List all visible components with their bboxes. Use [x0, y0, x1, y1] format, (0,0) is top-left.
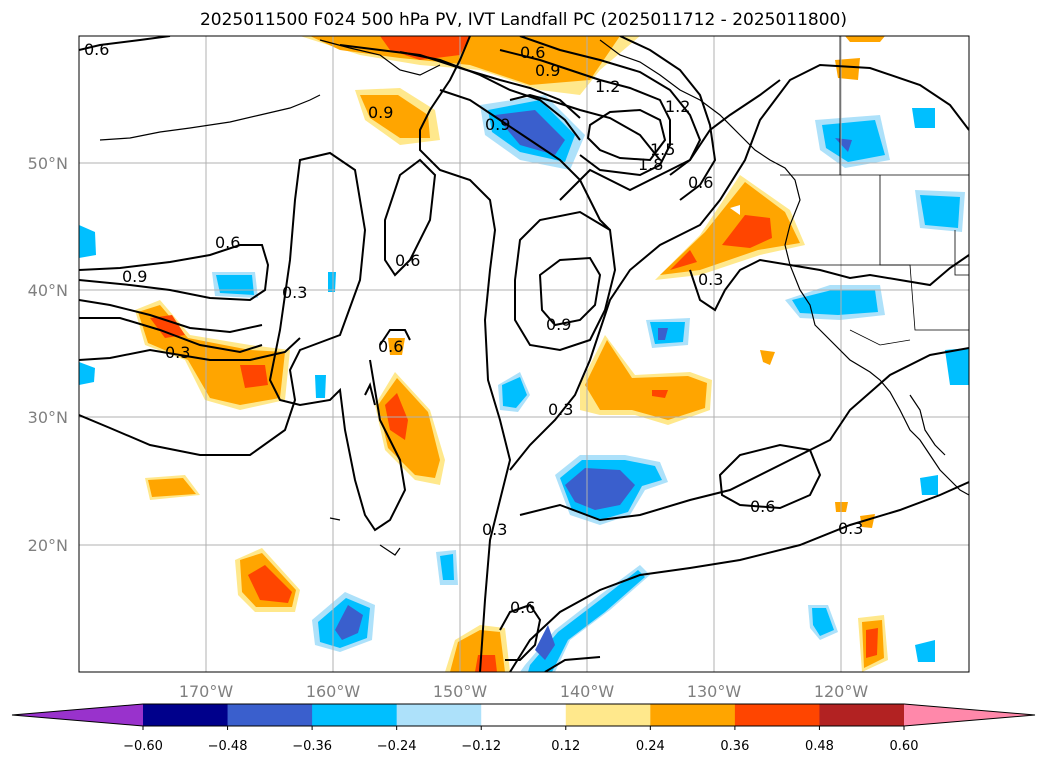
- svg-text:0.6: 0.6: [750, 497, 775, 516]
- svg-text:40°N: 40°N: [28, 281, 68, 300]
- colorbar: −0.60 −0.48 −0.36 −0.24 −0.12 0.12 0.24 0.36 0.4…: [11, 703, 1036, 754]
- colorbar-tick-label: 0.24: [636, 739, 665, 754]
- svg-text:0.6: 0.6: [215, 233, 240, 252]
- colorbar-segment: [734, 704, 820, 726]
- svg-text:120°W: 120°W: [814, 682, 869, 701]
- svg-text:0.6: 0.6: [84, 40, 109, 59]
- svg-text:130°W: 130°W: [687, 682, 742, 701]
- svg-text:140°W: 140°W: [560, 682, 615, 701]
- svg-text:0.6: 0.6: [378, 337, 403, 356]
- colorbar-tick-label: −0.12: [461, 739, 501, 754]
- colorbar-tick-label: 0.60: [890, 739, 919, 754]
- colorbar-tick-label: 0.48: [805, 739, 834, 754]
- svg-text:0.9: 0.9: [368, 103, 393, 122]
- svg-text:0.3: 0.3: [482, 520, 507, 539]
- svg-text:0.6: 0.6: [520, 43, 545, 62]
- svg-text:0.6: 0.6: [688, 173, 713, 192]
- latitude-labels: 50°N 40°N 30°N 20°N: [28, 154, 68, 555]
- svg-text:0.9: 0.9: [122, 267, 147, 286]
- svg-text:0.3: 0.3: [838, 519, 863, 538]
- map-title: 2025011500 F024 500 hPa PV, IVT Landfall…: [199, 10, 847, 30]
- svg-text:0.6: 0.6: [395, 251, 420, 270]
- colorbar-segment: [227, 704, 313, 726]
- svg-text:20°N: 20°N: [28, 536, 68, 555]
- colorbar-segment: [312, 704, 398, 726]
- colorbar-segment: [396, 704, 482, 726]
- colorbar-segment: [650, 704, 736, 726]
- colorbar-extend-high: [904, 704, 1035, 726]
- svg-text:0.3: 0.3: [698, 270, 723, 289]
- colorbar-segment: [819, 704, 905, 726]
- graticule: [79, 36, 969, 672]
- svg-text:0.3: 0.3: [282, 283, 307, 302]
- colorbar-tick-label: 0.12: [551, 739, 580, 754]
- contour-labels: 0.6 0.9 0.3 0.6 0.9 1.2 0.6 0.9 0.6 0.3 …: [84, 40, 863, 617]
- colorbar-tick-label: 0.36: [720, 739, 749, 754]
- colorbar-segment: [143, 704, 229, 726]
- svg-text:170°W: 170°W: [179, 682, 234, 701]
- colorbar-segment: [481, 704, 567, 726]
- svg-text:30°N: 30°N: [28, 408, 68, 427]
- colorbar-segment: [565, 704, 651, 726]
- longitude-labels: 170°W 160°W 150°W 140°W 130°W 120°W: [179, 682, 869, 701]
- svg-text:0.3: 0.3: [165, 343, 190, 362]
- pv-contours: [79, 36, 969, 672]
- map-frame: [78, 35, 970, 673]
- svg-text:1.2: 1.2: [595, 77, 620, 96]
- borders: [780, 36, 969, 346]
- svg-text:0.9: 0.9: [535, 61, 560, 80]
- svg-text:0.9: 0.9: [546, 315, 571, 334]
- svg-text:1.5: 1.5: [650, 140, 675, 159]
- svg-text:1.2: 1.2: [665, 97, 690, 116]
- svg-text:150°W: 150°W: [433, 682, 488, 701]
- colorbar-tick-label: −0.60: [123, 739, 163, 754]
- svg-text:0.6: 0.6: [510, 598, 535, 617]
- svg-text:1.8: 1.8: [638, 155, 663, 174]
- svg-text:0.9: 0.9: [485, 115, 510, 134]
- svg-text:0.3: 0.3: [548, 400, 573, 419]
- colorbar-tick-label: −0.24: [377, 739, 417, 754]
- colorbar-tick-label: −0.36: [292, 739, 332, 754]
- colorbar-extend-low: [12, 704, 143, 726]
- svg-text:50°N: 50°N: [28, 154, 68, 173]
- colorbar-tick-label: −0.48: [208, 739, 248, 754]
- svg-text:160°W: 160°W: [306, 682, 361, 701]
